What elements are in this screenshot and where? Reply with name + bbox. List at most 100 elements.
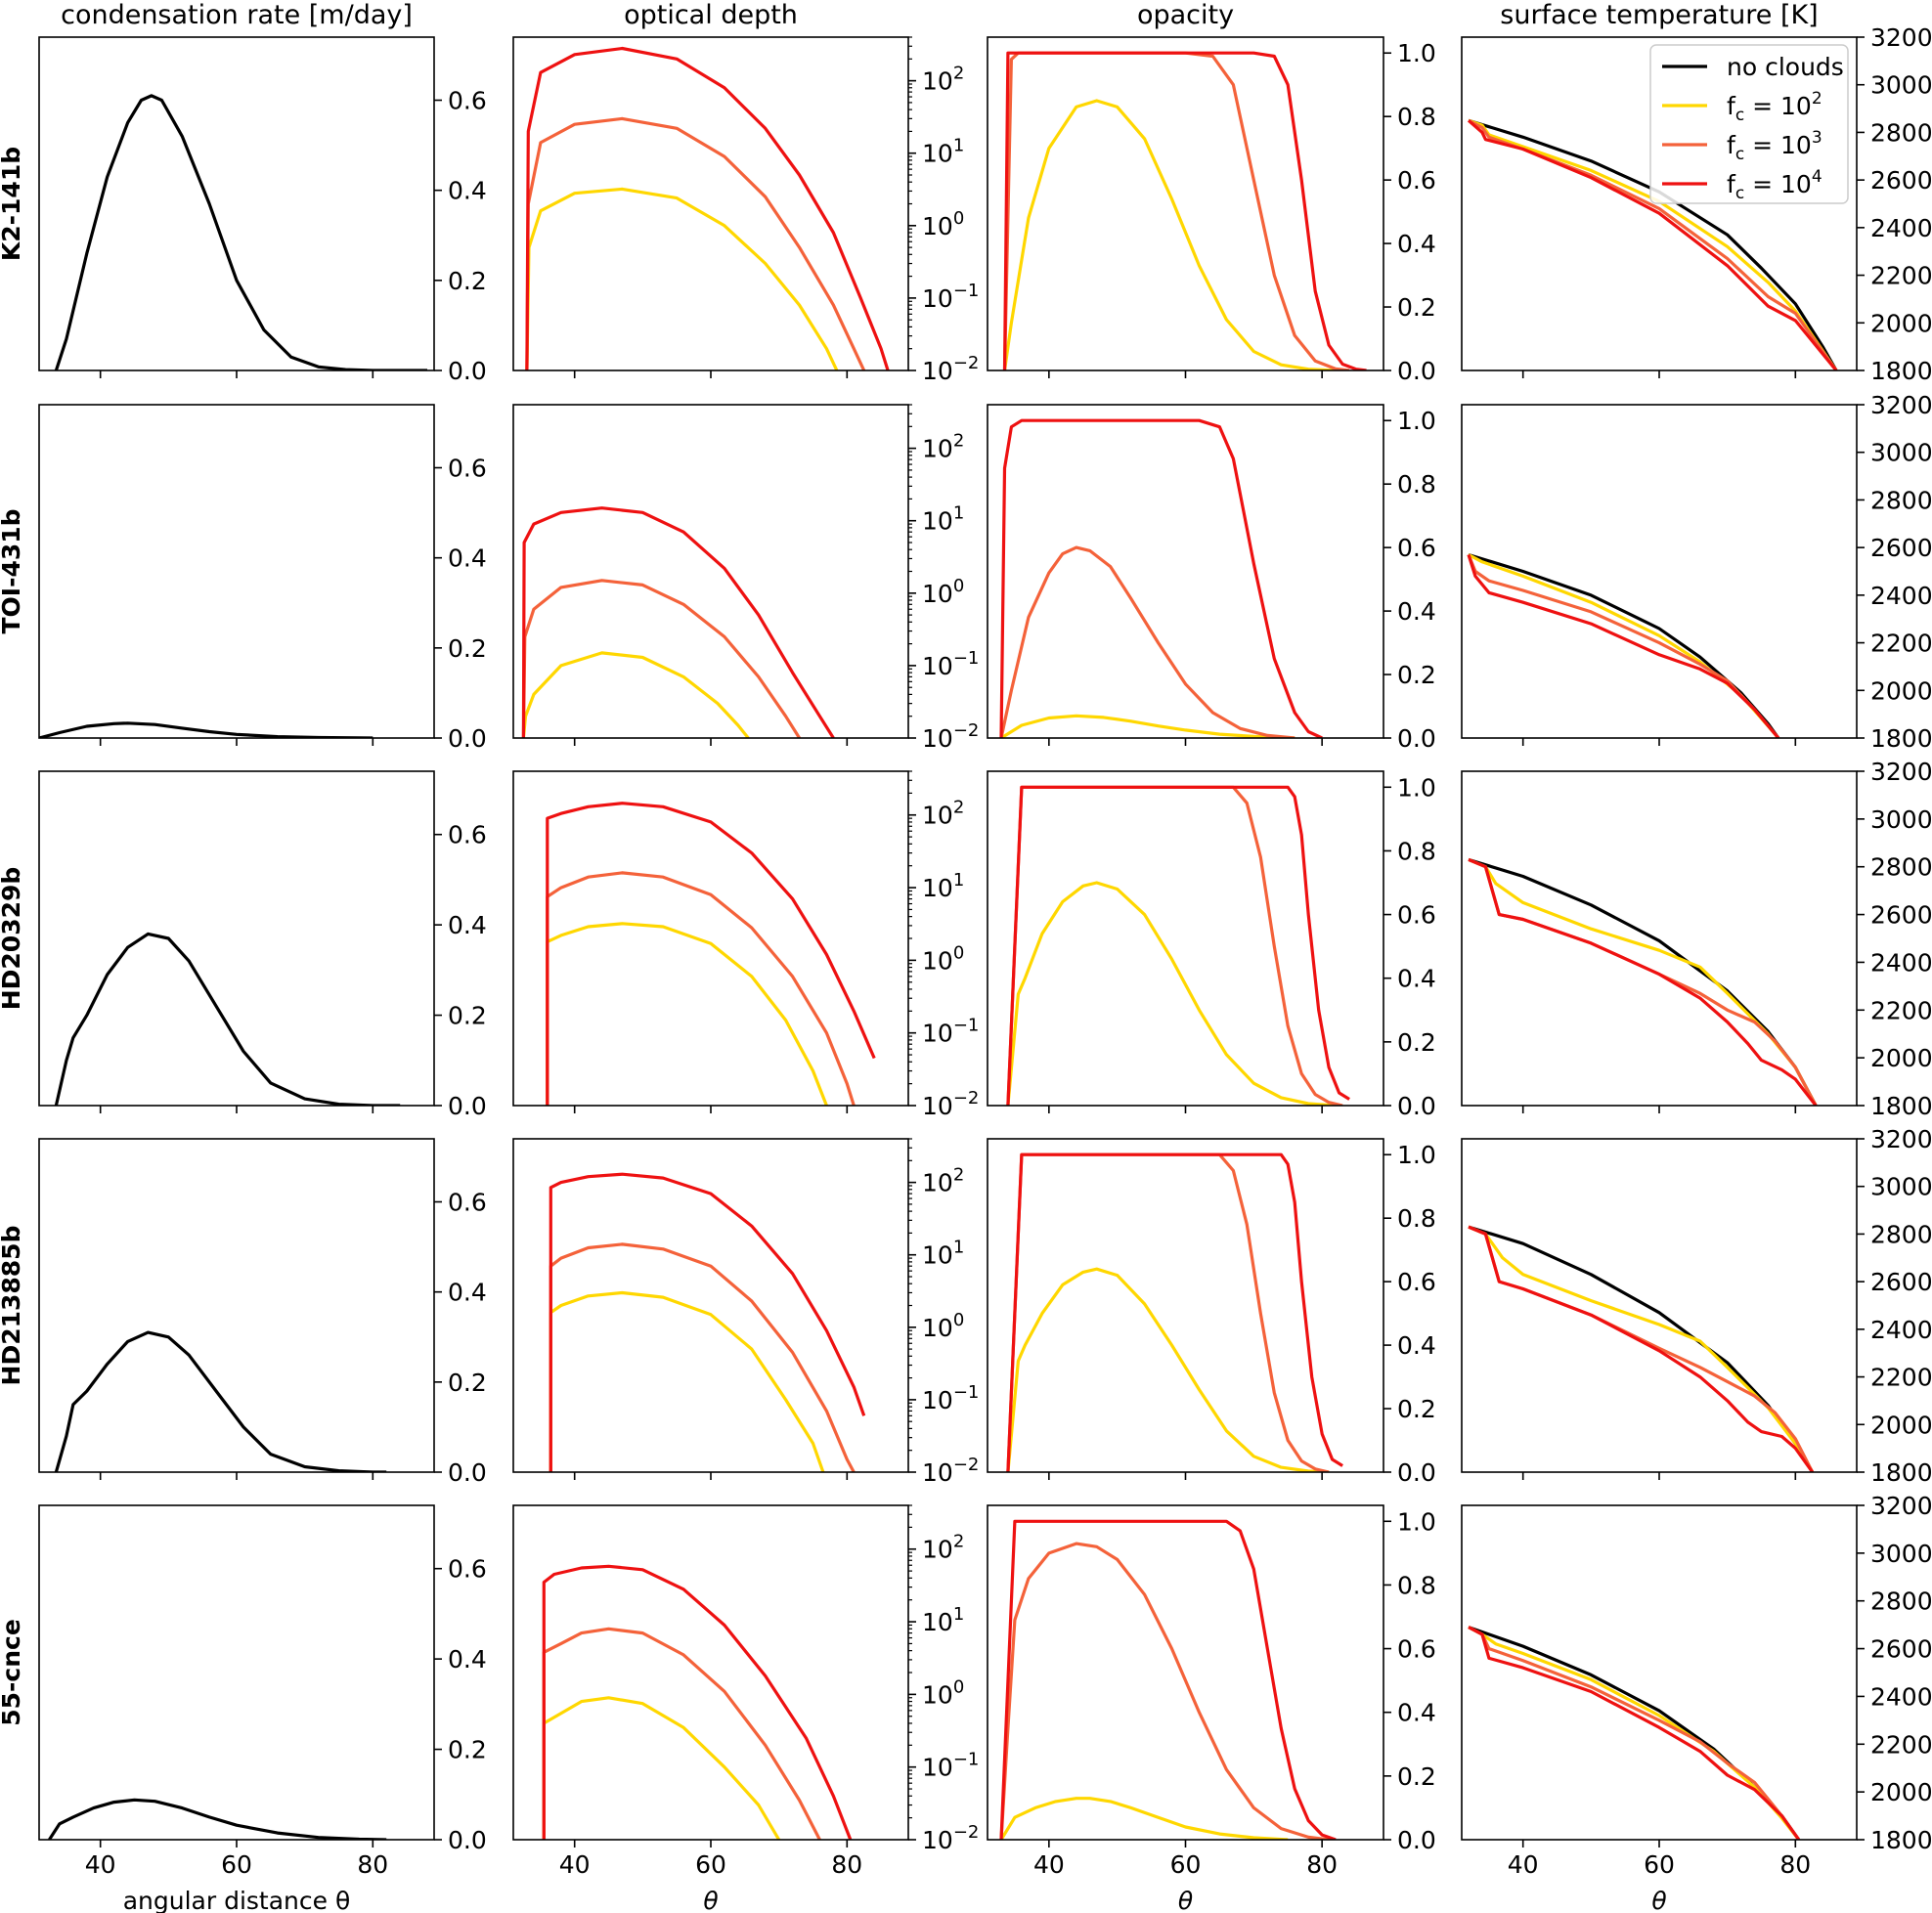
- y-tick-label: 0.0: [1397, 1092, 1436, 1120]
- column-title: opacity: [1137, 0, 1234, 30]
- x-axis-label: θ: [703, 1887, 718, 1913]
- y-tick-label: 3000: [1870, 1540, 1932, 1568]
- axes-frame: [512, 1138, 909, 1473]
- y-tick-label: 0.4: [1397, 965, 1436, 993]
- series-group: [48, 1798, 387, 1840]
- y-tick-label: 102: [922, 431, 964, 463]
- y-tick-label: 2600: [1870, 1268, 1932, 1296]
- y-tick-label: 0.0: [1397, 724, 1436, 753]
- series-group: [1006, 1152, 1343, 1472]
- series-line: [1468, 1225, 1815, 1472]
- y-tick-label: 10−1: [922, 1750, 979, 1782]
- y-tick-label: 2800: [1870, 486, 1932, 514]
- series-line: [1467, 553, 1780, 738]
- x-tick-label: 60: [1644, 1850, 1675, 1879]
- y-tick-label: 0.6: [448, 1555, 487, 1584]
- y-tick-label: 2600: [1870, 1635, 1932, 1664]
- series-line: [525, 46, 890, 370]
- y-tick-label: 0.8: [1397, 470, 1436, 499]
- y-tick-label: 102: [922, 798, 964, 830]
- x-tick-label: 60: [221, 1850, 252, 1879]
- y-tick-label: 2400: [1870, 214, 1932, 242]
- series-line: [39, 721, 373, 738]
- y-tick-label: 1800: [1870, 724, 1932, 753]
- y-tick-label: 2200: [1870, 1364, 1932, 1392]
- panel: 10−2 10−1 100 101 102: [512, 1138, 979, 1487]
- y-tick-label: 10−2: [922, 1088, 979, 1120]
- series-line: [1468, 857, 1818, 1106]
- y-tick-label: 0.6: [448, 87, 487, 115]
- panel: 0.0 0.2 0.4 0.6: [38, 36, 487, 385]
- y-tick-label: 2200: [1870, 630, 1932, 658]
- axes-frame: [38, 404, 435, 739]
- y-tick-label: 0.2: [448, 1002, 487, 1030]
- y-tick-label: 2400: [1870, 948, 1932, 977]
- y-tick-label: 2800: [1870, 1587, 1932, 1616]
- y-tick-label: 10−1: [922, 1016, 979, 1048]
- x-tick-label: 80: [357, 1850, 388, 1879]
- y-tick-label: 0.2: [448, 1369, 487, 1397]
- panel: 0.0 0.2 0.4 0.6 0.8 1.0: [987, 1138, 1436, 1487]
- y-tick-label: 2800: [1870, 853, 1932, 882]
- series-line: [54, 932, 401, 1106]
- x-axis-label: θ: [1178, 1887, 1193, 1913]
- axes-frame: [512, 36, 909, 371]
- y-tick-label: 1.0: [1397, 773, 1436, 802]
- y-tick-label: 0.6: [1397, 1268, 1436, 1296]
- series-line: [542, 1564, 853, 1840]
- series-line: [1468, 118, 1838, 370]
- series-line: [1468, 857, 1818, 1106]
- series-line: [1006, 881, 1337, 1106]
- series-line: [542, 1627, 821, 1840]
- legend-label: fc = 103: [1727, 128, 1822, 164]
- y-tick-label: 100: [922, 942, 964, 975]
- y-tick-label: 102: [922, 1165, 964, 1197]
- y-tick-label: 2600: [1870, 901, 1932, 930]
- panel: 0.0 0.2 0.4 0.6 0.8 1.0: [987, 36, 1436, 385]
- y-tick-label: 0.6: [1397, 166, 1436, 195]
- panel: 10−2 10−1 100 101 102: [512, 404, 979, 753]
- x-tick-label: 40: [1033, 1850, 1065, 1879]
- series-line: [1468, 1225, 1815, 1472]
- y-tick-label: 101: [922, 1604, 964, 1636]
- series-line: [1468, 552, 1780, 738]
- y-tick-label: 10−1: [922, 648, 979, 680]
- y-tick-label: 10−2: [922, 1455, 979, 1487]
- series-line: [999, 545, 1295, 738]
- panel: 40 60 80 0.0 0.2 0.4 0.6 0.8 1.0: [987, 1504, 1436, 1879]
- axes-frame: [38, 770, 435, 1107]
- y-tick-label: 3000: [1870, 1173, 1932, 1201]
- y-tick-label: 0.8: [1397, 837, 1436, 865]
- y-tick-label: 0.8: [1397, 103, 1436, 131]
- y-tick-label: 1800: [1870, 357, 1932, 385]
- y-tick-label: 0.0: [448, 1458, 487, 1487]
- axes-frame: [38, 36, 435, 371]
- y-tick-label: 2200: [1870, 262, 1932, 290]
- y-tick-label: 0.4: [448, 544, 487, 573]
- series-line: [549, 1172, 866, 1472]
- series-line: [1468, 118, 1838, 370]
- y-tick-label: 10−1: [922, 1382, 979, 1414]
- y-tick-label: 0.4: [1397, 597, 1436, 626]
- series-line: [1468, 1225, 1815, 1472]
- series-line: [1006, 1152, 1330, 1472]
- y-tick-label: 3000: [1870, 439, 1932, 467]
- series-line: [1467, 554, 1780, 738]
- panel: 1800 2000 2200 2400 2600 2800 3000 3200: [1461, 758, 1932, 1120]
- y-tick-label: 0.4: [1397, 1699, 1436, 1727]
- panel: 40 60 80 10−2 10−1 100 101 102: [512, 1504, 979, 1879]
- y-tick-label: 1.0: [1397, 407, 1436, 435]
- series-group: [1467, 552, 1780, 738]
- y-tick-label: 3200: [1870, 758, 1932, 786]
- row-label: HD20329b: [0, 867, 25, 1011]
- y-tick-label: 0.4: [1397, 1331, 1436, 1360]
- series-line: [521, 506, 835, 738]
- series-line: [54, 94, 427, 370]
- y-tick-label: 10−2: [922, 353, 979, 385]
- y-tick-label: 100: [922, 208, 964, 240]
- series-line: [1468, 1626, 1801, 1840]
- series-group: [1468, 1225, 1815, 1472]
- y-tick-label: 0.2: [448, 1736, 487, 1764]
- y-tick-label: 10−2: [922, 1822, 979, 1854]
- panel: 0.0 0.2 0.4 0.6: [38, 770, 487, 1120]
